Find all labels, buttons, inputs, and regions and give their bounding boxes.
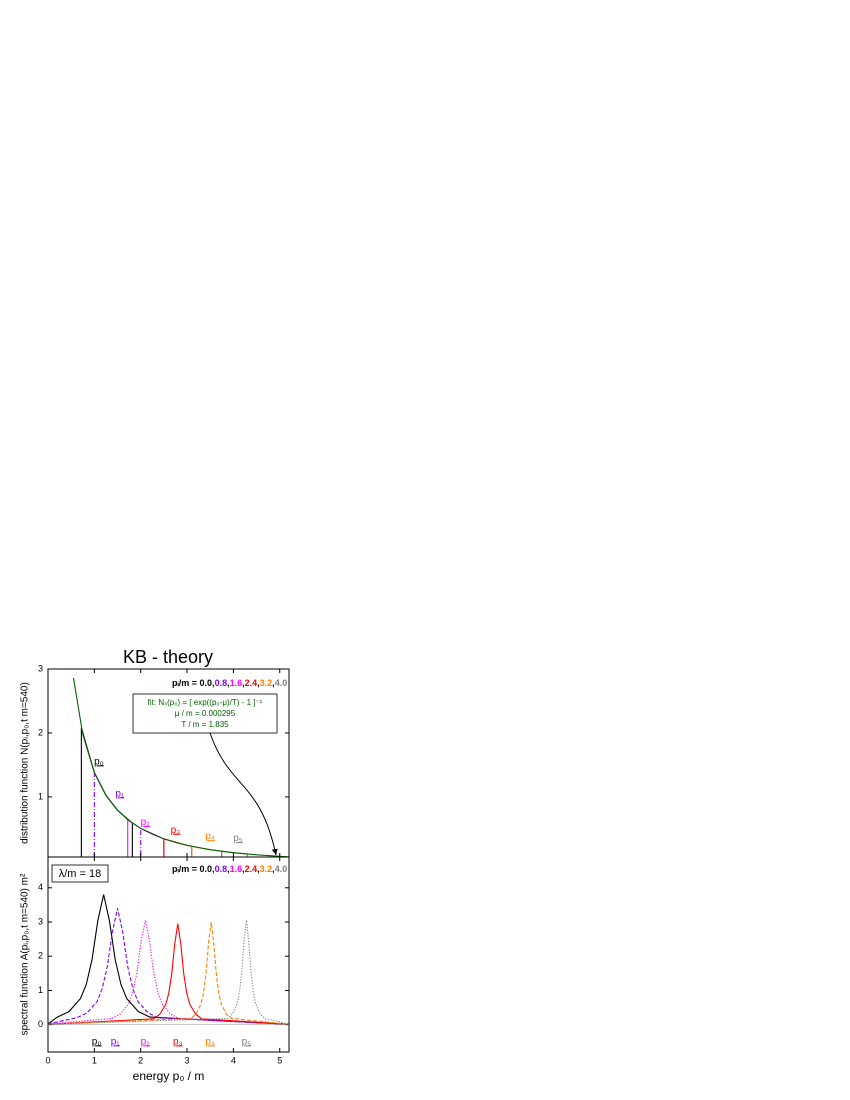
series-line bbox=[191, 845, 223, 857]
legend-value: 1.6 bbox=[230, 864, 243, 874]
series-line bbox=[47, 920, 290, 1025]
fit-annotation: fit: Nₛ(p₀) = [ exp((p₀-μ)/T) - 1 ]⁻¹ bbox=[148, 698, 263, 707]
legend-value: 0.0 bbox=[200, 678, 213, 688]
legend: pᵢ/m = 0.0,0.8,1.6,2.4,3.2,4.0 bbox=[172, 864, 287, 874]
plot-frame bbox=[47, 856, 290, 1053]
legend-separator: , bbox=[212, 864, 215, 874]
legend-value: 4.0 bbox=[275, 678, 288, 688]
series-label: p₁ bbox=[111, 1036, 121, 1047]
series-line bbox=[47, 908, 290, 1025]
legend-separator: , bbox=[227, 864, 230, 874]
legend-separator: , bbox=[212, 678, 215, 688]
y-tick-label: 1 bbox=[38, 791, 43, 801]
y-tick-label: 1 bbox=[38, 985, 43, 995]
series-label: p₅ bbox=[233, 833, 243, 844]
legend-separator: , bbox=[242, 864, 245, 874]
legend-value: 4.0 bbox=[275, 864, 288, 874]
x-tick-label: 0 bbox=[45, 1055, 50, 1065]
legend: pᵢ/m = 0.0,0.8,1.6,2.4,3.2,4.0 bbox=[172, 678, 287, 688]
series-label: p₀ bbox=[94, 756, 104, 767]
legend-value: 2.4 bbox=[245, 678, 258, 688]
legend-value: 2.4 bbox=[245, 864, 258, 874]
legend-separator: , bbox=[257, 678, 260, 688]
chart-title: KB - theory bbox=[123, 647, 213, 667]
series-label: p₄ bbox=[205, 831, 215, 842]
legend-value: 3.2 bbox=[260, 678, 273, 688]
series-line bbox=[72, 677, 290, 858]
y-tick-label: 4 bbox=[38, 882, 43, 892]
y-tick-label: 3 bbox=[38, 916, 43, 926]
series-line bbox=[47, 894, 290, 1025]
arrow bbox=[209, 732, 278, 856]
series-label: p₀ bbox=[92, 1036, 102, 1047]
x-tick-label: 4 bbox=[231, 1055, 236, 1065]
lambda-annotation: λ/m = 18 bbox=[59, 868, 102, 880]
series-line bbox=[47, 920, 290, 1025]
legend-value: 0.8 bbox=[215, 864, 228, 874]
legend-separator: , bbox=[242, 678, 245, 688]
series-label: p₁ bbox=[115, 788, 125, 799]
y-tick-label: 0 bbox=[38, 1019, 43, 1029]
series-line bbox=[47, 921, 290, 1025]
fit-box bbox=[132, 693, 278, 734]
fit-annotation: μ / m = 0.000295 bbox=[175, 709, 236, 718]
legend-prefix: pᵢ/m = bbox=[172, 864, 200, 874]
series-label: p₂ bbox=[141, 1036, 151, 1047]
legend-value: 1.6 bbox=[230, 678, 243, 688]
y-axis-label: spectral function A(pᵢ,p₀,t m=540) m² bbox=[20, 873, 31, 1035]
x-tick-label: 5 bbox=[277, 1055, 282, 1065]
y-tick-label: 2 bbox=[38, 951, 43, 961]
x-tick-label: 2 bbox=[138, 1055, 143, 1065]
y-tick-label: 3 bbox=[38, 663, 43, 673]
legend-value: 0.0 bbox=[200, 864, 213, 874]
x-tick-label: 3 bbox=[185, 1055, 190, 1065]
series-label: p₃ bbox=[173, 1036, 183, 1047]
series-label: p₅ bbox=[242, 1036, 252, 1047]
legend-prefix: pᵢ/m = bbox=[172, 678, 200, 688]
series-label: p₂ bbox=[141, 817, 151, 828]
lambda-box bbox=[51, 864, 109, 883]
legend-separator: , bbox=[257, 864, 260, 874]
x-tick-label: 1 bbox=[92, 1055, 97, 1065]
series-line bbox=[80, 727, 133, 857]
y-tick-label: 2 bbox=[38, 727, 43, 737]
series-line bbox=[47, 923, 290, 1025]
series-label: p₃ bbox=[171, 825, 181, 836]
y-axis-label: distribution function N(pᵢ,p₀,t m=540) bbox=[20, 682, 31, 844]
legend-separator: , bbox=[272, 678, 275, 688]
legend-value: 3.2 bbox=[260, 864, 273, 874]
x-axis-label: energy p₀ / m bbox=[133, 1069, 205, 1083]
legend-value: 0.8 bbox=[215, 678, 228, 688]
legend-separator: , bbox=[272, 864, 275, 874]
legend-separator: , bbox=[227, 678, 230, 688]
fit-annotation: T / m = 1.835 bbox=[181, 720, 229, 729]
series-label: p₄ bbox=[205, 1036, 215, 1047]
